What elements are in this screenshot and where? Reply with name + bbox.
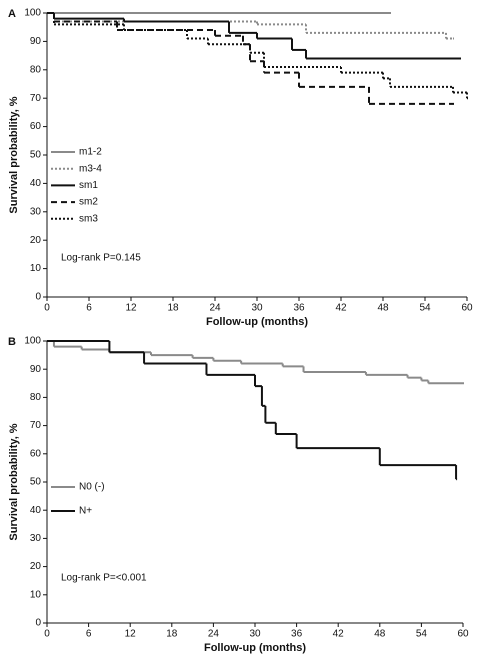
y-tick-label: 90: [30, 36, 42, 47]
x-tick-label: 54: [419, 303, 431, 314]
x-tick-label: 18: [166, 629, 178, 640]
y-tick-label: 70: [30, 420, 42, 431]
y-tick-label: 50: [30, 150, 42, 161]
y-tick-label: 80: [30, 392, 42, 403]
y-tick-label: 40: [30, 505, 42, 516]
legend-label: m3-4: [79, 163, 102, 174]
y-tick-label: 30: [30, 533, 42, 544]
annotation: Log-rank P=<0.001: [61, 573, 147, 584]
x-tick-label: 30: [249, 629, 261, 640]
y-tick-label: 10: [30, 263, 42, 274]
y-tick-label: 20: [30, 235, 42, 246]
y-tick-label: 50: [30, 477, 42, 488]
x-tick-label: 48: [374, 629, 386, 640]
x-tick-label: 18: [167, 303, 179, 314]
y-tick-label: 20: [30, 561, 42, 572]
x-tick-label: 6: [86, 629, 92, 640]
x-tick-label: 60: [457, 629, 469, 640]
legend-label: N0 (-): [79, 482, 105, 493]
y-tick-label: 60: [30, 121, 42, 132]
x-tick-label: 30: [251, 303, 263, 314]
x-tick-label: 12: [125, 303, 137, 314]
y-tick-label: 10: [30, 589, 42, 600]
x-tick-label: 42: [335, 303, 347, 314]
legend-label: sm1: [79, 180, 98, 191]
y-tick-label: 0: [35, 618, 41, 629]
x-tick-label: 12: [125, 629, 137, 640]
x-tick-label: 24: [209, 303, 221, 314]
x-axis-title: Follow-up (months): [206, 316, 308, 328]
y-axis-title: Survival probability, %: [8, 423, 20, 540]
panel-label: A: [8, 8, 16, 20]
x-tick-label: 0: [44, 303, 50, 314]
y-tick-label: 0: [35, 292, 41, 303]
legend-label: N+: [79, 506, 92, 517]
legend-label: m1-2: [79, 147, 102, 158]
x-tick-label: 60: [461, 303, 473, 314]
y-tick-label: 40: [30, 178, 42, 189]
x-tick-label: 36: [291, 629, 303, 640]
y-tick-label: 30: [30, 206, 42, 217]
x-tick-label: 24: [208, 629, 220, 640]
x-tick-label: 54: [416, 629, 428, 640]
x-tick-label: 36: [293, 303, 305, 314]
x-axis-title: Follow-up (months): [204, 642, 306, 654]
x-tick-label: 0: [44, 629, 50, 640]
x-tick-label: 42: [333, 629, 345, 640]
y-tick-label: 80: [30, 64, 42, 75]
y-tick-label: 70: [30, 93, 42, 104]
panel-label: B: [8, 336, 16, 348]
legend-label: sm3: [79, 213, 98, 224]
x-tick-label: 6: [86, 303, 92, 314]
y-tick-label: 100: [24, 8, 41, 19]
legend-label: sm2: [79, 197, 98, 208]
y-axis-title: Survival probability, %: [8, 96, 20, 213]
x-tick-label: 48: [377, 303, 389, 314]
y-tick-label: 90: [30, 364, 42, 375]
y-tick-label: 60: [30, 448, 42, 459]
y-tick-label: 100: [24, 336, 41, 347]
annotation: Log-rank P=0.145: [61, 253, 141, 264]
